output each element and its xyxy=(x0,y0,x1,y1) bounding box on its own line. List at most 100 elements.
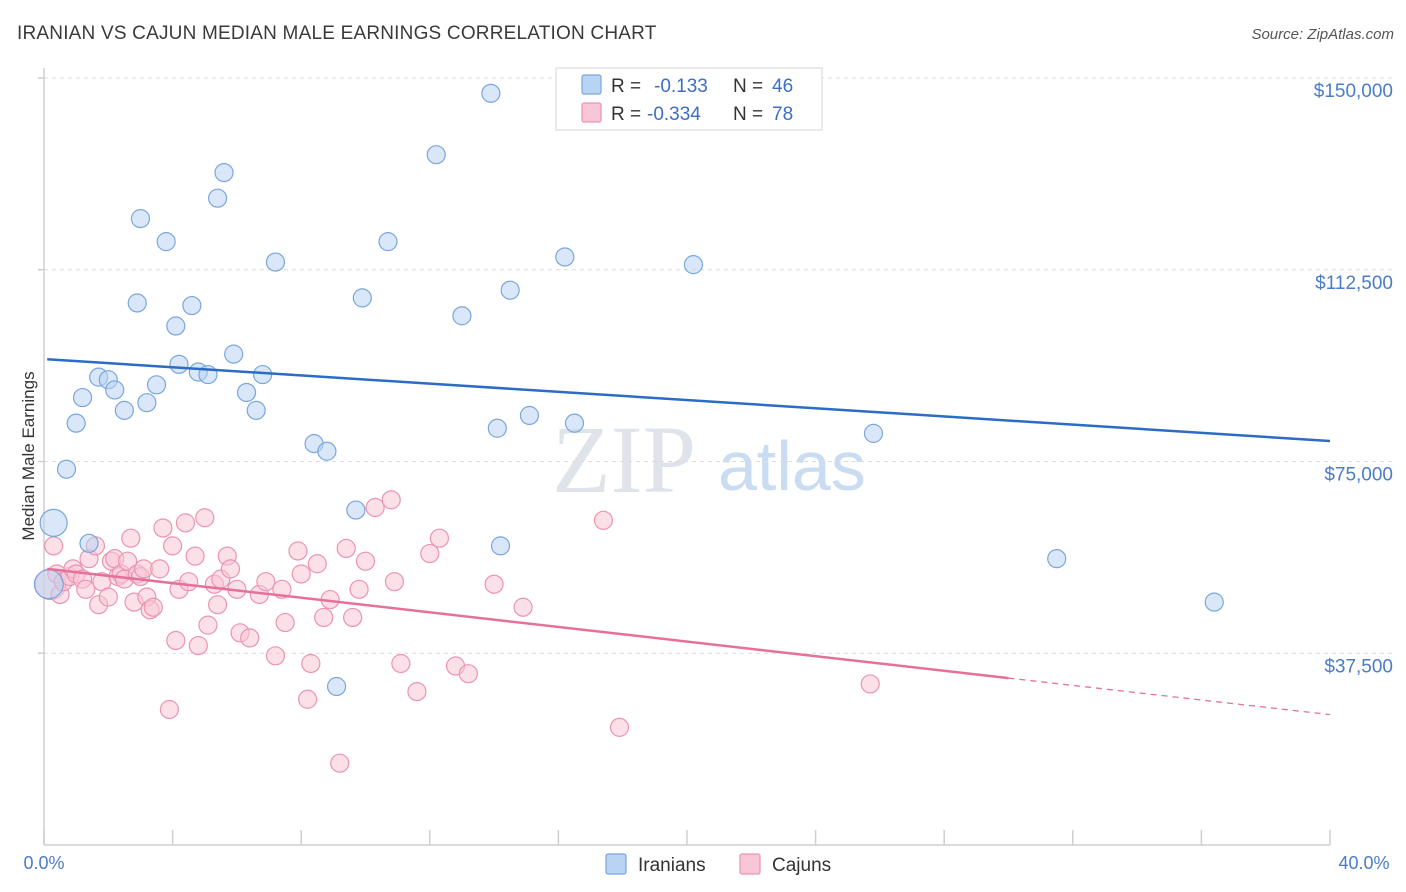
cajuns-point-72 xyxy=(429,528,450,548)
iranians-point-42 xyxy=(863,423,884,443)
iranians-point-25 xyxy=(265,252,286,272)
iranians-point-21 xyxy=(224,344,244,364)
cajuns-point-30 xyxy=(153,518,173,538)
series-iranians-points xyxy=(33,83,1224,697)
iranians-point-36 xyxy=(490,536,511,556)
cajuns-point-37 xyxy=(185,546,205,566)
cajuns-point-56 xyxy=(298,689,318,709)
cajuns-point-78 xyxy=(609,717,630,737)
cajuns-point-68 xyxy=(384,572,405,592)
x-tick-label-max: 40.0% xyxy=(1338,853,1389,873)
iranians-point-34 xyxy=(481,83,501,103)
iranians-point-30 xyxy=(352,288,372,308)
iranians-point-45 xyxy=(33,569,64,600)
x-axis-minor-ticks xyxy=(43,830,1331,845)
y-tick-label-3: $150,000 xyxy=(1314,81,1393,102)
y-tick-label-1: $75,000 xyxy=(1324,465,1393,486)
cajuns-point-48 xyxy=(240,628,260,648)
iranians-point-22 xyxy=(236,382,257,403)
series-legend-label-iranians: Iranians xyxy=(638,855,706,876)
legend-r-label-iranians: R = xyxy=(611,76,641,97)
cajuns-point-51 xyxy=(265,646,286,666)
x-tick-label-min: 0.0% xyxy=(23,853,64,873)
cajuns-point-53 xyxy=(275,612,295,633)
cajuns-point-42 xyxy=(208,595,228,615)
cajuns-point-71 xyxy=(420,543,440,564)
gridlines xyxy=(38,77,1392,654)
legend-r-value-iranians: -0.133 xyxy=(654,76,708,97)
cajuns-point-70 xyxy=(407,681,427,702)
cajuns-point-25 xyxy=(134,559,154,579)
legend-n-label-iranians: N = xyxy=(733,76,763,97)
y-tick-label-2: $112,500 xyxy=(1315,273,1393,294)
series-legend-label-cajuns: Cajuns xyxy=(772,855,831,876)
iranians-point-3 xyxy=(72,387,93,408)
cajuns-point-21 xyxy=(121,528,141,548)
legend-swatch-cajuns xyxy=(581,102,602,123)
iranians-point-8 xyxy=(114,400,134,420)
cajuns-point-57 xyxy=(301,653,321,674)
cajuns-point-9 xyxy=(76,579,96,599)
iranians-point-9 xyxy=(127,293,147,313)
cajuns-point-14 xyxy=(98,587,118,607)
legend-n-value-iranians: 46 xyxy=(772,76,793,97)
legend-r-value-cajuns: -0.334 xyxy=(647,104,701,125)
cajuns-point-79 xyxy=(860,674,880,694)
series-legend: Iranians Cajuns xyxy=(605,853,831,876)
iranians-point-31 xyxy=(378,232,398,252)
iranians-point-1 xyxy=(56,459,77,479)
legend-n-value-cajuns: 78 xyxy=(772,104,793,125)
y-axis-ticks: $37,500 $75,000 $112,500 $150,000 xyxy=(1314,81,1393,677)
iranians-point-41 xyxy=(683,255,704,275)
cajuns-point-66 xyxy=(365,497,385,518)
cajuns-trend-line xyxy=(47,567,1009,680)
cajuns-point-74 xyxy=(458,664,478,684)
chart-title: IRANIAN VS CAJUN MEDIAN MALE EARNINGS CO… xyxy=(17,23,657,44)
cajuns-point-75 xyxy=(484,574,504,594)
iranians-point-2 xyxy=(66,413,86,433)
cajuns-point-32 xyxy=(163,536,183,556)
iranians-point-32 xyxy=(426,145,446,165)
cajuns-point-62 xyxy=(336,538,356,559)
cajuns-point-1 xyxy=(44,536,64,556)
iranians-point-35 xyxy=(487,418,507,438)
iranians-point-43 xyxy=(1047,549,1067,569)
iranians-point-14 xyxy=(166,316,186,336)
cajuns-point-67 xyxy=(381,490,401,510)
iranians-point-12 xyxy=(146,375,167,395)
iranians-point-40 xyxy=(564,413,585,433)
legend-r-label-cajuns: R = xyxy=(611,104,641,125)
iranians-point-39 xyxy=(555,247,575,267)
iranians-point-29 xyxy=(346,500,366,520)
cajuns-point-45 xyxy=(220,559,241,579)
cajuns-point-77 xyxy=(593,510,614,530)
iranians-point-44 xyxy=(1204,592,1224,612)
iranians-point-7 xyxy=(105,380,125,400)
iranians-point-38 xyxy=(519,405,540,426)
cajuns-point-33 xyxy=(166,630,186,651)
cajuns-point-61 xyxy=(330,753,350,773)
cajuns-point-38 xyxy=(188,635,208,656)
cajuns-point-63 xyxy=(343,607,363,628)
cajuns-point-35 xyxy=(175,513,196,533)
cajuns-point-20 xyxy=(117,551,138,571)
cajuns-point-31 xyxy=(159,699,179,720)
iranians-point-10 xyxy=(130,209,151,229)
stats-legend: R = -0.133 N = 46 R = -0.334 N = 78 xyxy=(555,67,823,131)
iranians-point-23 xyxy=(246,400,266,420)
iranians-point-13 xyxy=(156,232,176,252)
cajuns-point-39 xyxy=(195,508,215,528)
cajuns-point-55 xyxy=(291,564,311,584)
cajuns-point-76 xyxy=(513,597,533,617)
iranians-point-28 xyxy=(326,676,347,697)
iranians-point-19 xyxy=(208,188,228,208)
cajuns-point-36 xyxy=(179,572,199,592)
series-legend-swatch-iranians xyxy=(605,853,627,875)
cajuns-point-64 xyxy=(349,579,369,599)
cajuns-point-58 xyxy=(307,554,327,574)
series-cajuns-points xyxy=(34,490,880,773)
iranians-point-0 xyxy=(39,508,68,537)
cajuns-point-40 xyxy=(198,615,218,635)
watermark-atlas: atlas xyxy=(718,427,866,505)
cajuns-point-50 xyxy=(256,572,276,592)
